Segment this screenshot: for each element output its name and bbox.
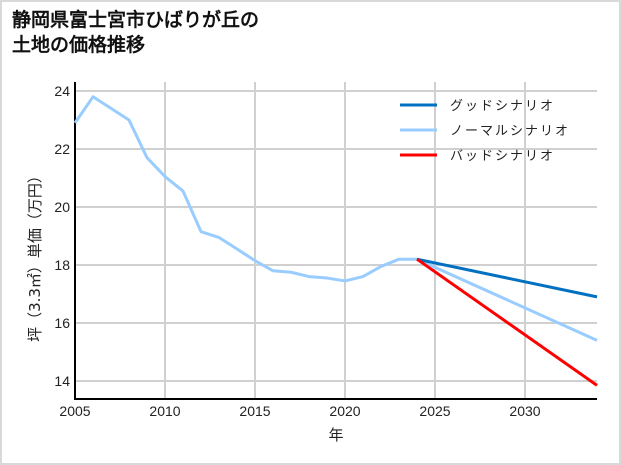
y-tick-label: 20 [54, 199, 70, 215]
x-axis-label: 年 [328, 426, 343, 444]
series-lines [73, 95, 598, 387]
chart-title: 静岡県富士宮市ひばりが丘の 土地の価格推移 [12, 8, 259, 58]
series-line [73, 95, 598, 342]
chart-title-line2: 土地の価格推移 [12, 34, 146, 56]
series-line [416, 257, 598, 299]
y-tick-label: 14 [54, 373, 70, 389]
legend-label: グッドシナリオ [450, 99, 555, 114]
y-axis-label: 坪（3.3㎡）単価（万円） [26, 168, 44, 342]
y-tick-label: 22 [54, 141, 70, 157]
x-tick-label: 2010 [149, 403, 180, 419]
x-tick-label: 2015 [239, 403, 270, 419]
legend-label: バッドシナリオ [450, 149, 555, 164]
tick-labels: 2005 2010 2015 2020 2025 2030 14 16 18 20 22 24 [54, 83, 540, 419]
chart-title-line1: 静岡県富士宮市ひばりが丘の [12, 9, 260, 31]
x-tick-label: 2025 [419, 403, 450, 419]
y-tick-label: 18 [54, 257, 70, 273]
x-tick-label: 2030 [509, 403, 540, 419]
x-tick-label: 2005 [59, 403, 90, 419]
axes [74, 82, 597, 400]
grid-lines [75, 82, 597, 399]
y-tick-label: 16 [54, 315, 70, 331]
legend-label: ノーマルシナリオ [450, 124, 570, 139]
series-line [416, 257, 598, 387]
x-tick-label: 2020 [329, 403, 360, 419]
y-tick-label: 24 [54, 83, 70, 99]
